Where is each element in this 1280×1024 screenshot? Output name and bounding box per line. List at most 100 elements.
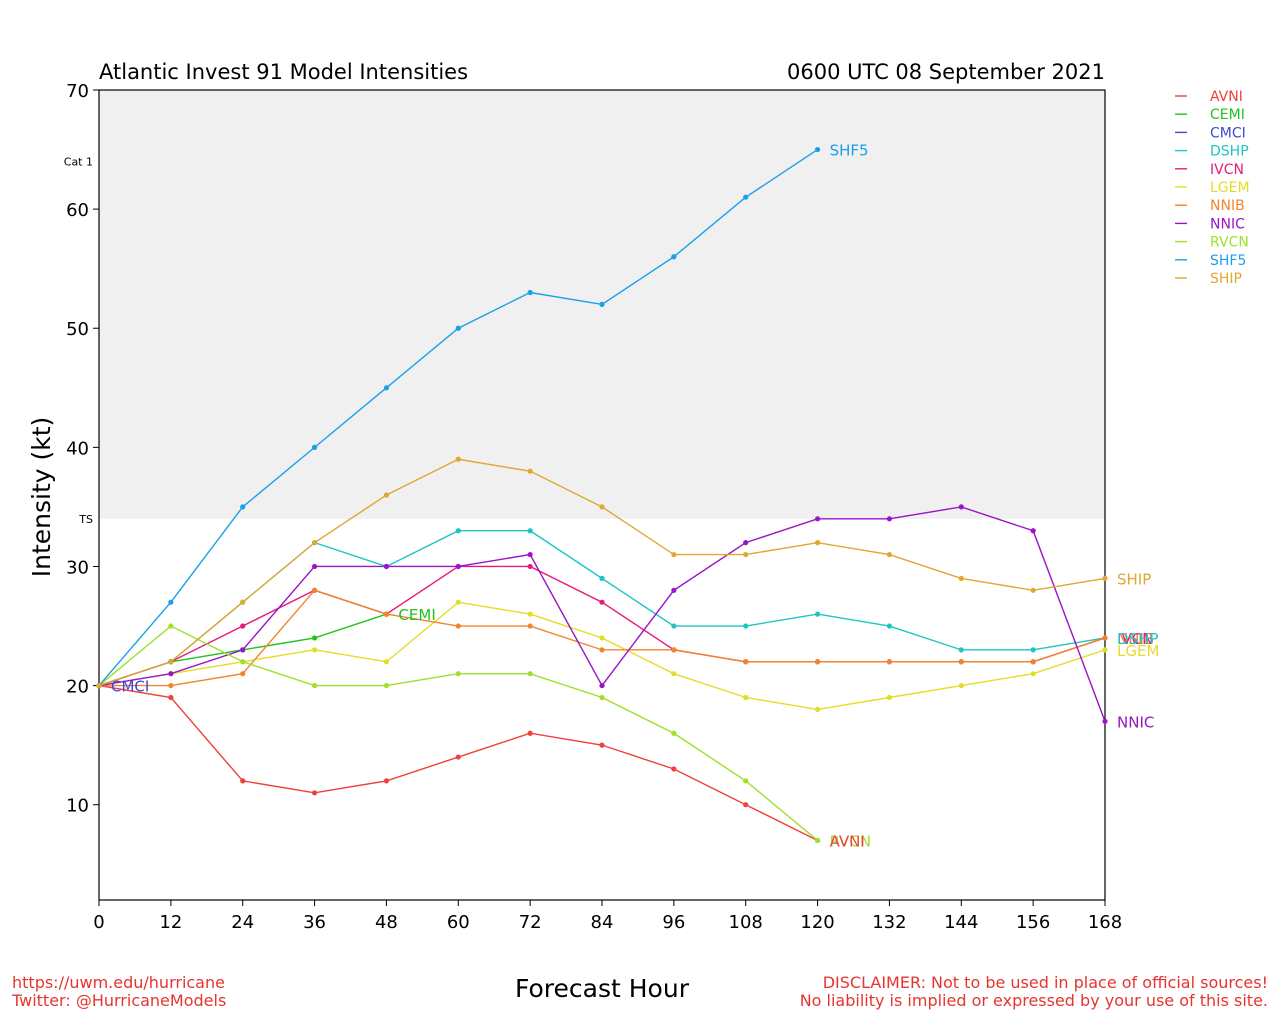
- intensity-bands: Cat 1 TS: [64, 90, 1105, 526]
- disclaimer-line-1: DISCLAIMER: Not to be used in place of o…: [822, 973, 1268, 992]
- y-tick-label: 60: [66, 200, 89, 221]
- point-nnib: [814, 659, 821, 665]
- line-lgem: [98, 601, 1106, 711]
- point-ship: [599, 504, 605, 510]
- point-nnic: [383, 563, 390, 570]
- x-tick-label: 156: [1016, 912, 1050, 933]
- point-ship: [383, 492, 390, 498]
- end-label-nnib: NNIB: [1117, 630, 1154, 648]
- point-nnib: [743, 659, 749, 665]
- point-rvcn: [311, 682, 318, 689]
- x-tick-label: 168: [1088, 912, 1122, 933]
- end-label-ship: SHIP: [1117, 570, 1151, 588]
- point-shf5: [671, 254, 677, 260]
- point-nnic: [168, 671, 174, 677]
- point-ship: [168, 659, 174, 665]
- point-dshp: [743, 623, 749, 629]
- footer-disclaimer: DISCLAIMER: Not to be used in place of o…: [800, 974, 1268, 1010]
- point-nnib: [1030, 659, 1036, 665]
- point-dshp: [671, 623, 677, 629]
- legend: AVNI CEMI CMCI DSHP IVCN LGEM NNIB NNIC RVCN SHF5…: [1175, 89, 1250, 287]
- point-dshp: [1030, 647, 1036, 653]
- legend-label-ship: SHIP: [1210, 271, 1242, 287]
- legend-label-ivcn: IVCN: [1210, 162, 1244, 178]
- point-ship: [958, 575, 964, 581]
- point-dshp: [455, 528, 461, 534]
- y-tick-label: 20: [66, 677, 89, 698]
- x-axis-label: Forecast Hour: [515, 974, 690, 1003]
- y-tick-label: 70: [66, 81, 89, 102]
- legend-label-cemi: CEMI: [1210, 107, 1245, 123]
- point-ivcn: [527, 563, 533, 570]
- y-axis-label: Intensity (kt): [27, 417, 56, 578]
- end-label-rvcn: RVCN: [830, 832, 872, 850]
- point-rvcn: [527, 671, 533, 677]
- line-nnic: [98, 506, 1106, 722]
- point-dshp: [599, 575, 605, 581]
- point-nnib: [168, 682, 174, 689]
- line-avni: [98, 684, 818, 842]
- point-lgem: [958, 682, 964, 689]
- point-ship: [1102, 575, 1108, 581]
- legend-label-dshp: DSHP: [1210, 144, 1249, 160]
- point-nnib: [958, 659, 964, 665]
- point-ship: [311, 540, 318, 546]
- point-lgem: [311, 647, 318, 653]
- end-label-cemi: CEMI: [398, 606, 435, 624]
- point-dshp: [958, 647, 964, 653]
- point-nnib: [383, 611, 390, 617]
- point-nnic: [743, 540, 749, 546]
- point-dshp: [527, 528, 533, 534]
- point-ship: [455, 456, 461, 462]
- point-ship: [743, 551, 749, 558]
- line-rvcn: [98, 625, 819, 841]
- end-label-avni: AVNI: [830, 832, 865, 850]
- point-shf5: [383, 385, 390, 391]
- point-rvcn: [814, 837, 821, 844]
- legend-label-avni: AVNI: [1210, 89, 1243, 105]
- series-points: [96, 146, 1108, 844]
- chart-title: Atlantic Invest 91 Model Intensities: [99, 60, 468, 84]
- footer-twitter[interactable]: Twitter: @HurricaneModels: [12, 991, 227, 1010]
- footer-left: https://uwm.edu/hurricane Twitter: @Hurr…: [12, 974, 226, 1010]
- point-rvcn: [240, 659, 246, 665]
- point-nnic: [455, 563, 461, 570]
- y-tick-label: 10: [66, 796, 89, 817]
- point-nnib: [1102, 635, 1108, 641]
- point-nnic: [671, 587, 677, 593]
- point-ship: [527, 468, 533, 474]
- legend-label-nnib: NNIB: [1210, 198, 1245, 214]
- x-tick-label: 108: [729, 912, 763, 933]
- y-tick-label: 40: [66, 438, 89, 459]
- point-nnib: [886, 659, 893, 665]
- point-rvcn: [671, 730, 677, 736]
- chart-subtitle: 0600 UTC 08 September 2021: [787, 60, 1105, 84]
- band-label: Cat 1: [64, 155, 93, 168]
- legend-label-rvcn: RVCN: [1210, 235, 1249, 251]
- x-tick-label: 120: [800, 912, 834, 933]
- point-nnic: [240, 647, 246, 653]
- y-tick-label: 50: [66, 319, 89, 340]
- point-dshp: [814, 611, 821, 617]
- end-label-nnic: NNIC: [1117, 713, 1154, 731]
- point-avni: [527, 730, 533, 736]
- point-shf5: [599, 301, 605, 308]
- point-rvcn: [743, 778, 749, 784]
- footer-url[interactable]: https://uwm.edu/hurricane: [12, 973, 225, 992]
- point-cemi: [311, 635, 318, 641]
- point-lgem: [455, 599, 461, 605]
- point-lgem: [1030, 671, 1036, 677]
- point-nnib: [240, 671, 246, 677]
- point-shf5: [168, 599, 174, 605]
- point-nnib: [671, 647, 677, 653]
- point-nnic: [814, 516, 821, 522]
- point-nnib: [599, 647, 605, 653]
- point-rvcn: [599, 694, 605, 701]
- point-ship: [671, 551, 677, 558]
- band-label: TS: [78, 513, 93, 526]
- x-tick-label: 36: [303, 912, 326, 933]
- disclaimer-line-2: No liability is implied or expressed by …: [799, 991, 1268, 1010]
- end-label-lgem: LGEM: [1117, 642, 1159, 660]
- point-rvcn: [383, 682, 390, 689]
- point-dshp: [886, 623, 893, 629]
